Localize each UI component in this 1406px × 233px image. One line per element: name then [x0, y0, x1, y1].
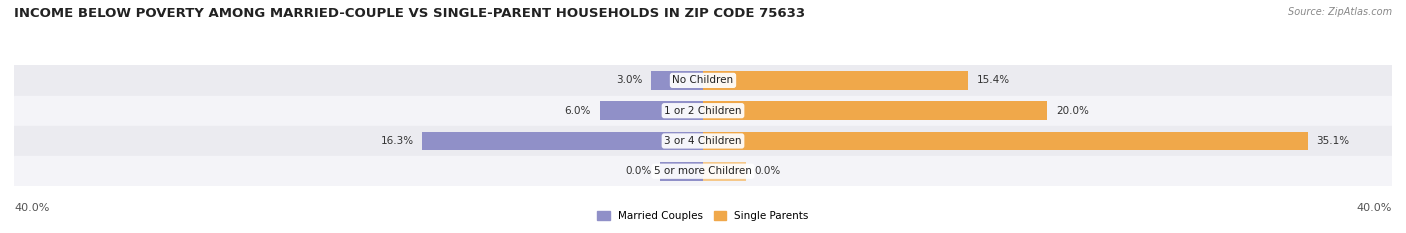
Bar	[659, 162, 703, 181]
Bar	[651, 71, 703, 90]
Text: 5 or more Children: 5 or more Children	[654, 166, 752, 176]
Text: 20.0%: 20.0%	[1056, 106, 1090, 116]
Bar	[14, 156, 1392, 186]
Text: 40.0%: 40.0%	[1357, 203, 1392, 213]
Bar	[14, 126, 1392, 156]
Legend: Married Couples, Single Parents: Married Couples, Single Parents	[593, 207, 813, 226]
Bar	[703, 132, 1308, 150]
Text: 1 or 2 Children: 1 or 2 Children	[664, 106, 742, 116]
Text: 6.0%: 6.0%	[565, 106, 591, 116]
Text: Source: ZipAtlas.com: Source: ZipAtlas.com	[1288, 7, 1392, 17]
Bar	[703, 71, 969, 90]
Text: 16.3%: 16.3%	[381, 136, 413, 146]
Bar	[14, 96, 1392, 126]
Text: 3.0%: 3.0%	[616, 75, 643, 85]
Bar	[599, 101, 703, 120]
Text: 0.0%: 0.0%	[626, 166, 651, 176]
Text: 0.0%: 0.0%	[755, 166, 780, 176]
Text: No Children: No Children	[672, 75, 734, 85]
Bar	[14, 65, 1392, 96]
Text: 15.4%: 15.4%	[977, 75, 1010, 85]
Bar	[422, 132, 703, 150]
Bar	[703, 162, 747, 181]
Text: INCOME BELOW POVERTY AMONG MARRIED-COUPLE VS SINGLE-PARENT HOUSEHOLDS IN ZIP COD: INCOME BELOW POVERTY AMONG MARRIED-COUPL…	[14, 7, 806, 20]
Bar	[703, 101, 1047, 120]
Text: 3 or 4 Children: 3 or 4 Children	[664, 136, 742, 146]
Text: 35.1%: 35.1%	[1316, 136, 1350, 146]
Text: 40.0%: 40.0%	[14, 203, 49, 213]
